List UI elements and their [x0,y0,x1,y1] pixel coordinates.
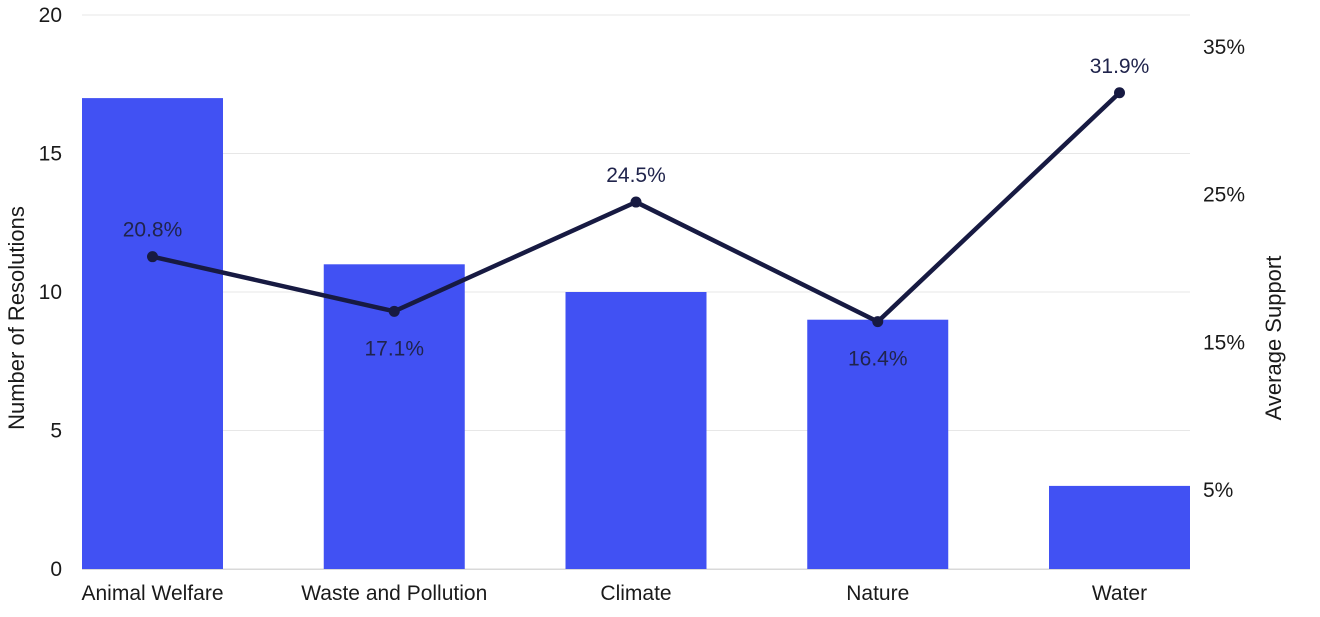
bars-layer [82,98,1190,569]
ticks-layer: 0 5 10 15 20 5% 15% 25% 35% Animal Welfare Waste a… [39,4,1245,605]
data-label-waste-and-pollution: 17.1% [364,337,424,360]
left-tick-20: 20 [39,4,62,27]
line-point-water[interactable] [1114,87,1125,99]
line-point-waste-and-pollution[interactable] [388,305,400,317]
data-labels-layer: 20.8% 17.1% 24.5% 16.4% 31.9% [123,55,1150,371]
right-tick-35: 35% [1203,36,1245,59]
category-label-animal-welfare: Animal Welfare [82,582,224,605]
data-label-animal-welfare: 20.8% [123,219,183,242]
line-layer [147,87,1125,328]
bar-animal-welfare[interactable] [82,98,223,569]
right-tick-5: 5% [1203,479,1233,502]
left-axis-title: Number of Resolutions [4,206,29,430]
category-label-nature: Nature [846,582,909,605]
bar-climate[interactable] [565,292,707,569]
line-point-animal-welfare[interactable] [147,251,158,263]
right-axis-title: Average Support [1261,256,1286,421]
left-tick-15: 15 [39,143,62,166]
left-tick-5: 5 [50,420,62,443]
data-label-climate: 24.5% [606,164,666,187]
data-label-nature: 16.4% [848,348,908,371]
category-label-climate: Climate [600,582,671,605]
line-point-nature[interactable] [872,316,884,328]
left-tick-0: 0 [50,558,62,581]
left-tick-10: 10 [39,281,62,304]
data-label-water: 31.9% [1090,55,1150,78]
bar-nature[interactable] [807,319,949,569]
line-point-climate[interactable] [630,196,642,208]
right-tick-15: 15% [1203,331,1245,354]
bar-water[interactable] [1049,485,1190,569]
category-label-waste-and-pollution: Waste and Pollution [301,582,487,605]
right-tick-25: 25% [1203,184,1245,207]
category-label-water: Water [1092,582,1147,605]
